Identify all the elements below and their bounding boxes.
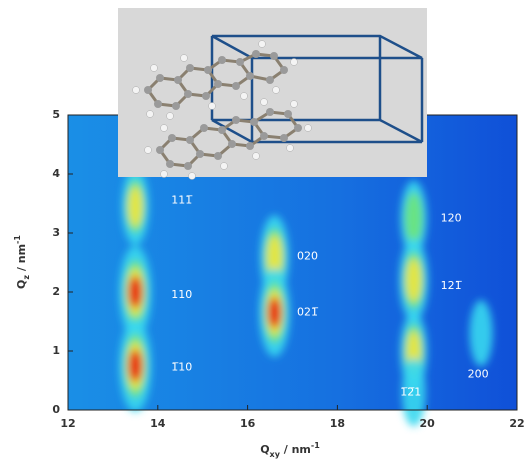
y-tick-label: 0 [52,403,60,416]
molecule-inset [118,8,427,180]
peak-label: 121̅ [441,279,463,292]
peak [470,300,493,366]
y-tick-label: 2 [52,285,60,298]
peak-label: 020 [297,250,318,263]
x-label-sup: -1 [311,441,320,450]
x-axis-title: Qxy / nm-1 [260,441,320,459]
x-tick-label: 16 [240,417,256,430]
peak-label: 120 [441,211,462,224]
y-tick-label: 4 [52,167,60,180]
x-tick-label: 14 [150,417,166,430]
peak-label: 1̅2̅1 [400,385,421,398]
peak [128,186,143,226]
y-label-base: Q [15,280,28,289]
peak-label: 111̅ [171,194,193,207]
x-tick-label: 12 [60,417,75,430]
peak [128,276,142,308]
y-label-unit: / nm [15,244,28,275]
chart: 111̅1101̅10020021̅120121̅1̅2̅1200 121416… [0,0,529,462]
x-label-base: Q [260,443,269,456]
peak-label: 021̅ [297,306,319,319]
y-tick-label: 1 [52,344,60,357]
peak-label: 110 [171,288,192,301]
peak [128,350,142,382]
peak-label: 200 [468,368,489,381]
y-tick-label: 5 [52,108,60,121]
x-tick-label: 20 [420,417,436,430]
peak [405,192,423,244]
y-tick-label: 3 [52,226,60,239]
peak [406,259,422,302]
peak-label: 1̅10 [171,361,192,374]
y-label-sup: -1 [13,235,22,244]
x-tick-label: 18 [330,417,345,430]
x-tick-label: 22 [509,417,524,430]
y-axis-title: Qz / nm-1 [13,235,31,289]
x-label-unit: / nm [280,443,311,456]
peak [268,297,281,328]
